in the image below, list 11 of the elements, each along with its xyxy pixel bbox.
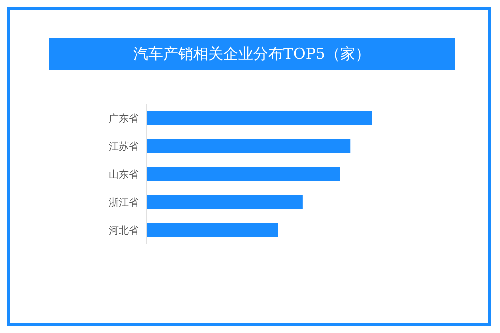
y-tick-label: 浙江省: [109, 197, 139, 209]
bar: [147, 139, 351, 153]
bar: [147, 111, 372, 125]
y-tick-label: 江苏省: [109, 141, 139, 153]
y-tick-label: 河北省: [109, 225, 139, 237]
bar: [147, 195, 303, 209]
bar: [147, 223, 278, 237]
bar: [147, 167, 340, 181]
chart-title: 汽车产销相关企业分布TOP5（家）: [134, 45, 370, 63]
y-tick-label: 山东省: [109, 169, 139, 181]
y-tick-label: 广东省: [109, 113, 139, 125]
